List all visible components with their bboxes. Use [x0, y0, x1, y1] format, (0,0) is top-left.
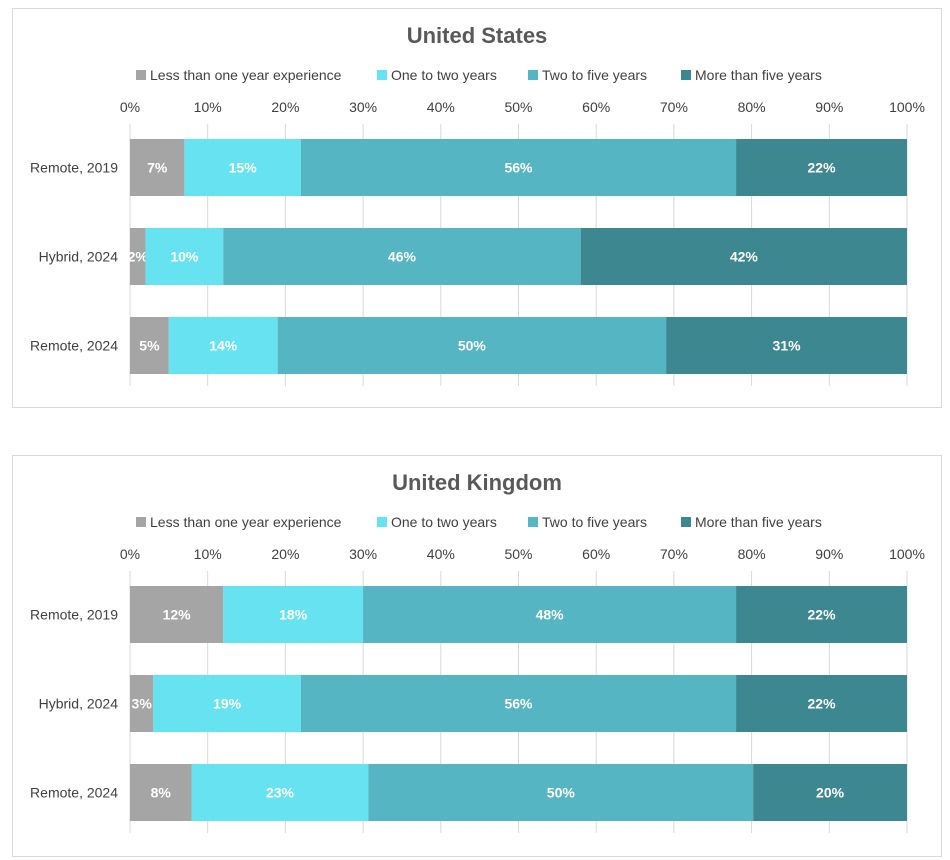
x-tick-label: 20% — [271, 99, 299, 115]
bar-segment — [130, 586, 224, 643]
bar-segment — [153, 675, 301, 732]
legend-label: More than five years — [695, 67, 822, 83]
bar-segment — [736, 675, 907, 732]
bar-segment — [300, 675, 737, 732]
legend-swatch — [528, 517, 538, 527]
data-label: 50% — [547, 785, 576, 801]
x-tick-label: 100% — [889, 546, 925, 562]
data-label: 19% — [213, 696, 242, 712]
legend-label: Less than one year experience — [150, 514, 342, 530]
x-tick-label: 30% — [349, 99, 377, 115]
chart-svg: United Kingdom Less than one year experie… — [30, 470, 925, 833]
data-label: 46% — [388, 249, 417, 265]
bar-segment — [736, 586, 907, 643]
legend-label: One to two years — [391, 514, 497, 530]
bar-segment — [300, 139, 737, 196]
bar-segment — [130, 228, 146, 285]
x-tick-label: 70% — [660, 546, 688, 562]
legend-swatch — [528, 70, 538, 80]
x-tick-label: 50% — [504, 546, 532, 562]
chart-title: United States — [407, 23, 548, 48]
x-tick-label: 30% — [349, 546, 377, 562]
data-label: 22% — [808, 607, 837, 623]
legend-label: Two to five years — [542, 67, 647, 83]
data-label: 23% — [266, 785, 295, 801]
bar-segment — [753, 764, 907, 821]
x-tick-label: 90% — [815, 99, 843, 115]
x-tick-label: 40% — [427, 546, 455, 562]
bar-segment — [666, 317, 907, 374]
legend-swatch — [681, 70, 691, 80]
x-tick-label: 0% — [120, 546, 140, 562]
data-label: 7% — [147, 160, 168, 176]
bar-segment — [580, 228, 907, 285]
legend-label: More than five years — [695, 514, 822, 530]
data-label: 12% — [163, 607, 192, 623]
data-label: 8% — [151, 785, 172, 801]
bar-segment — [168, 317, 278, 374]
data-label: 50% — [458, 338, 487, 354]
category-label: Remote, 2024 — [30, 785, 118, 801]
category-label: Remote, 2019 — [30, 607, 118, 623]
bar-segment — [191, 764, 369, 821]
x-tick-label: 20% — [271, 546, 299, 562]
data-label: 3% — [132, 696, 153, 712]
data-label: 10% — [170, 249, 199, 265]
category-label: Hybrid, 2024 — [39, 249, 119, 265]
x-tick-label: 60% — [582, 546, 610, 562]
bar-segment — [368, 764, 754, 821]
data-label: 42% — [730, 249, 759, 265]
bar-segment — [223, 228, 581, 285]
bar-segment — [130, 675, 154, 732]
x-tick-label: 70% — [660, 99, 688, 115]
x-tick-label: 10% — [194, 546, 222, 562]
bar-segment — [736, 139, 907, 196]
x-tick-label: 100% — [889, 99, 925, 115]
x-tick-label: 80% — [738, 99, 766, 115]
data-label: 5% — [139, 338, 160, 354]
legend-label: One to two years — [391, 67, 497, 83]
legend-swatch — [681, 517, 691, 527]
chart-panel-united-kingdom: United Kingdom Less than one year experie… — [12, 455, 942, 857]
data-label: 48% — [536, 607, 565, 623]
bar-segment — [184, 139, 301, 196]
data-label: 22% — [808, 696, 837, 712]
data-label: 18% — [279, 607, 308, 623]
chart-title: United Kingdom — [392, 470, 562, 495]
x-tick-label: 80% — [738, 546, 766, 562]
x-tick-label: 40% — [427, 99, 455, 115]
legend-swatch — [136, 70, 146, 80]
bar-segment — [130, 764, 192, 821]
data-label: 56% — [504, 696, 533, 712]
bar-segment — [145, 228, 224, 285]
x-tick-label: 60% — [582, 99, 610, 115]
data-label: 31% — [773, 338, 802, 354]
legend-label: Two to five years — [542, 514, 647, 530]
category-label: Remote, 2019 — [30, 160, 118, 176]
x-tick-label: 10% — [194, 99, 222, 115]
data-label: 2% — [128, 249, 149, 265]
chart-svg: United States Less than one year experien… — [30, 23, 925, 386]
bar-segment — [363, 586, 737, 643]
bar-segment — [223, 586, 364, 643]
legend-swatch — [136, 517, 146, 527]
x-tick-label: 0% — [120, 99, 140, 115]
legend-label: Less than one year experience — [150, 67, 342, 83]
data-label: 56% — [504, 160, 533, 176]
x-tick-label: 90% — [815, 546, 843, 562]
legend-swatch — [377, 70, 387, 80]
chart-panel-united-states: United States Less than one year experien… — [12, 8, 942, 408]
data-label: 20% — [816, 785, 845, 801]
data-label: 14% — [209, 338, 238, 354]
bar-segment — [130, 317, 169, 374]
category-label: Remote, 2024 — [30, 338, 118, 354]
data-label: 15% — [229, 160, 258, 176]
legend-swatch — [377, 517, 387, 527]
bar-segment — [130, 139, 185, 196]
data-label: 22% — [808, 160, 837, 176]
x-tick-label: 50% — [504, 99, 532, 115]
bar-segment — [277, 317, 667, 374]
category-label: Hybrid, 2024 — [39, 696, 119, 712]
